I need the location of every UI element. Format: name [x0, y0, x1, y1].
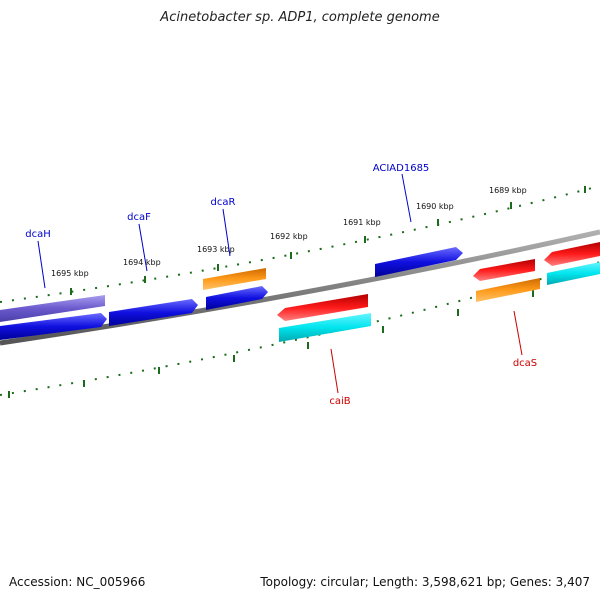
forward-inner-lane [0, 247, 463, 340]
ruler-label: 1690 kbp [416, 202, 454, 211]
reverse-tick-ruler [0, 261, 600, 398]
gene-forward-blue-1[interactable] [0, 313, 107, 340]
leader-line [222, 208, 231, 257]
gene-dcaR-orange[interactable] [203, 268, 266, 290]
forward-outer-lane [0, 268, 266, 322]
ruler-label: 1694 kbp [123, 258, 161, 267]
genome-backbone [0, 229, 600, 346]
leader-line [401, 173, 412, 223]
ruler-label: 1691 kbp [343, 218, 381, 227]
gene-dcaH[interactable] [0, 295, 105, 322]
accession-text: Accession: NC_005966 [9, 575, 146, 589]
gene-dcaR[interactable] [206, 286, 268, 310]
gene-label-dcaH: dcaH [25, 229, 51, 240]
gene-label-dcaR: dcaR [211, 197, 236, 208]
gene-dcaF[interactable] [109, 299, 198, 326]
gene-label-dcaF: dcaF [127, 212, 151, 223]
gene-caiB-cyan[interactable] [279, 313, 371, 342]
leader-line [513, 310, 523, 356]
ruler-label: 1693 kbp [197, 245, 235, 254]
leader-line [37, 240, 46, 289]
gene-dcaS[interactable] [476, 278, 540, 302]
reverse-inner-lane [277, 242, 600, 321]
gene-reverse-red-2[interactable] [473, 259, 535, 281]
gene-label-ACIAD1685: ACIAD1685 [373, 163, 430, 174]
gene-label-dcaS: dcaS [513, 358, 537, 369]
gene-reverse-red-3[interactable] [544, 242, 600, 266]
map-title: Acinetobacter sp. ADP1, complete genome [160, 10, 440, 25]
ruler-label: 1692 kbp [270, 232, 308, 241]
reverse-outer-lane [279, 262, 600, 342]
gene-caiB[interactable] [277, 294, 368, 321]
leader-line [138, 223, 148, 272]
gene-ACIAD1685[interactable] [375, 247, 463, 277]
topology-text: Topology: circular; Length: 3,598,621 bp… [260, 575, 590, 589]
leader-line [330, 348, 339, 394]
forward-tick-ruler [0, 185, 600, 303]
gene-reverse-cyan-2[interactable] [547, 262, 600, 285]
gene-label-caiB: caiB [329, 396, 350, 407]
ruler-label: 1695 kbp [51, 269, 89, 278]
ruler-label: 1689 kbp [489, 186, 527, 195]
